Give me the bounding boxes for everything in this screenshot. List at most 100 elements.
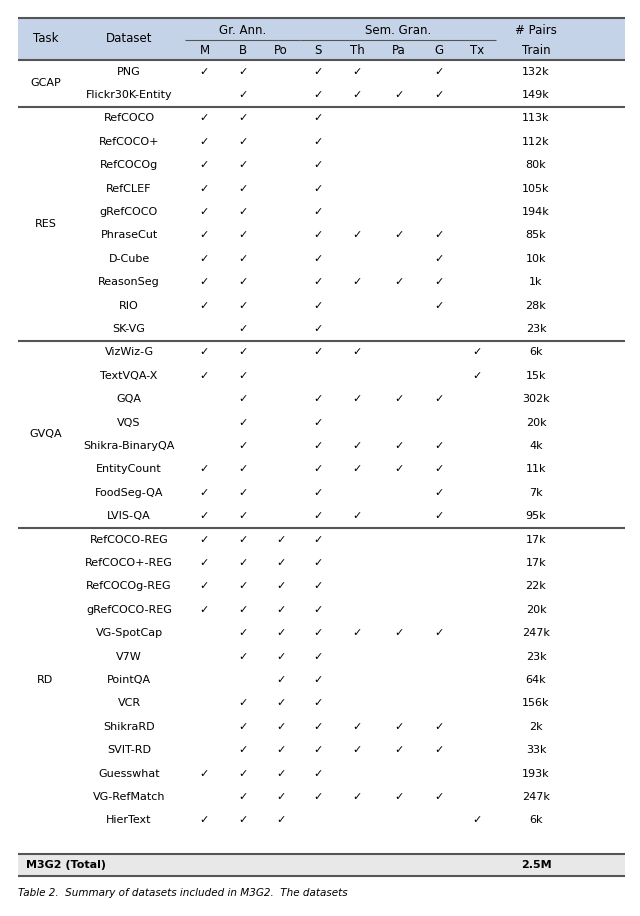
Text: VQS: VQS xyxy=(117,418,141,428)
Text: ✓: ✓ xyxy=(200,184,209,193)
Text: ✓: ✓ xyxy=(314,675,323,685)
Text: ✓: ✓ xyxy=(435,792,444,802)
Text: ✓: ✓ xyxy=(394,628,404,638)
Text: 7k: 7k xyxy=(529,488,543,497)
Text: TextVQA-X: TextVQA-X xyxy=(100,371,157,381)
Text: 113k: 113k xyxy=(522,114,550,124)
Text: ✓: ✓ xyxy=(314,254,323,264)
Text: ✓: ✓ xyxy=(435,628,444,638)
Text: ✓: ✓ xyxy=(314,792,323,802)
Text: ✓: ✓ xyxy=(314,745,323,755)
Text: ✓: ✓ xyxy=(238,67,248,77)
Text: ✓: ✓ xyxy=(314,558,323,568)
Text: 247k: 247k xyxy=(522,628,550,638)
Text: ✓: ✓ xyxy=(276,605,285,615)
Text: 23k: 23k xyxy=(525,651,547,661)
Text: 132k: 132k xyxy=(522,67,550,77)
Text: ✓: ✓ xyxy=(276,582,285,592)
Text: VG-RefMatch: VG-RefMatch xyxy=(93,792,165,802)
Text: ✓: ✓ xyxy=(435,394,444,404)
Text: ✓: ✓ xyxy=(352,441,362,451)
Text: ✓: ✓ xyxy=(200,511,209,521)
Text: ✓: ✓ xyxy=(394,394,404,404)
Text: ✓: ✓ xyxy=(314,394,323,404)
Text: ✓: ✓ xyxy=(200,347,209,357)
Text: ✓: ✓ xyxy=(276,651,285,661)
Text: ✓: ✓ xyxy=(238,300,248,311)
Text: 6k: 6k xyxy=(529,347,543,357)
Text: 10k: 10k xyxy=(525,254,547,264)
Text: B: B xyxy=(239,43,247,57)
Text: RefCOCO+: RefCOCO+ xyxy=(99,136,159,147)
Text: 6k: 6k xyxy=(529,815,543,825)
Text: Po: Po xyxy=(274,43,288,57)
Text: FoodSeg-QA: FoodSeg-QA xyxy=(95,488,163,497)
Text: V7W: V7W xyxy=(116,651,142,661)
Text: ✓: ✓ xyxy=(238,394,248,404)
Text: VG-SpotCap: VG-SpotCap xyxy=(95,628,163,638)
Text: ✓: ✓ xyxy=(200,114,209,124)
Text: EntityCount: EntityCount xyxy=(96,464,162,474)
Text: Flickr30K-Entity: Flickr30K-Entity xyxy=(86,90,172,100)
Text: gRefCOCO-REG: gRefCOCO-REG xyxy=(86,605,172,615)
Text: ✓: ✓ xyxy=(238,278,248,288)
Text: GVQA: GVQA xyxy=(29,430,62,440)
Text: PNG: PNG xyxy=(117,67,141,77)
Text: ✓: ✓ xyxy=(314,300,323,311)
Text: Pa: Pa xyxy=(392,43,406,57)
Text: Th: Th xyxy=(349,43,364,57)
Text: ✓: ✓ xyxy=(472,371,482,381)
Text: ✓: ✓ xyxy=(435,511,444,521)
Text: ✓: ✓ xyxy=(238,136,248,147)
Text: ✓: ✓ xyxy=(394,231,404,241)
Text: Train: Train xyxy=(522,43,550,57)
Text: ✓: ✓ xyxy=(314,324,323,334)
Text: ✓: ✓ xyxy=(352,792,362,802)
Text: S: S xyxy=(314,43,322,57)
Text: ✓: ✓ xyxy=(238,511,248,521)
Text: ✓: ✓ xyxy=(352,67,362,77)
Text: GCAP: GCAP xyxy=(30,79,61,88)
Text: ✓: ✓ xyxy=(314,418,323,428)
Text: ✓: ✓ xyxy=(200,231,209,241)
Text: ✓: ✓ xyxy=(352,745,362,755)
Text: ✓: ✓ xyxy=(435,254,444,264)
Text: LVIS-QA: LVIS-QA xyxy=(107,511,151,521)
Text: 20k: 20k xyxy=(525,605,547,615)
Text: ✓: ✓ xyxy=(238,651,248,661)
Text: ✓: ✓ xyxy=(238,207,248,217)
Text: RefCOCO-REG: RefCOCO-REG xyxy=(90,535,168,545)
Text: ✓: ✓ xyxy=(435,464,444,474)
Text: SVIT-RD: SVIT-RD xyxy=(107,745,151,755)
Text: ✓: ✓ xyxy=(238,745,248,755)
Text: ✓: ✓ xyxy=(200,488,209,497)
Text: RefCOCOg: RefCOCOg xyxy=(100,160,158,170)
Text: ✓: ✓ xyxy=(394,792,404,802)
Text: 64k: 64k xyxy=(525,675,547,685)
Text: ✓: ✓ xyxy=(238,582,248,592)
Text: 17k: 17k xyxy=(525,558,547,568)
Text: ✓: ✓ xyxy=(200,160,209,170)
Text: ✓: ✓ xyxy=(200,535,209,545)
Text: G: G xyxy=(435,43,444,57)
Text: ✓: ✓ xyxy=(314,535,323,545)
Text: ✓: ✓ xyxy=(200,815,209,825)
Text: ✓: ✓ xyxy=(314,160,323,170)
Text: RES: RES xyxy=(35,219,56,229)
Text: 2k: 2k xyxy=(529,722,543,732)
Text: ✓: ✓ xyxy=(238,418,248,428)
Text: 11k: 11k xyxy=(525,464,547,474)
Text: ✓: ✓ xyxy=(200,67,209,77)
Text: ✓: ✓ xyxy=(200,582,209,592)
Text: ✓: ✓ xyxy=(238,722,248,732)
Text: ✓: ✓ xyxy=(200,371,209,381)
Text: ✓: ✓ xyxy=(200,278,209,288)
Text: ✓: ✓ xyxy=(314,136,323,147)
Text: PointQA: PointQA xyxy=(107,675,151,685)
Text: ReasonSeg: ReasonSeg xyxy=(98,278,160,288)
Text: ✓: ✓ xyxy=(276,675,285,685)
Text: RIO: RIO xyxy=(119,300,139,311)
Text: ✓: ✓ xyxy=(276,698,285,708)
Text: 80k: 80k xyxy=(525,160,547,170)
Text: 2.5M: 2.5M xyxy=(521,860,551,870)
